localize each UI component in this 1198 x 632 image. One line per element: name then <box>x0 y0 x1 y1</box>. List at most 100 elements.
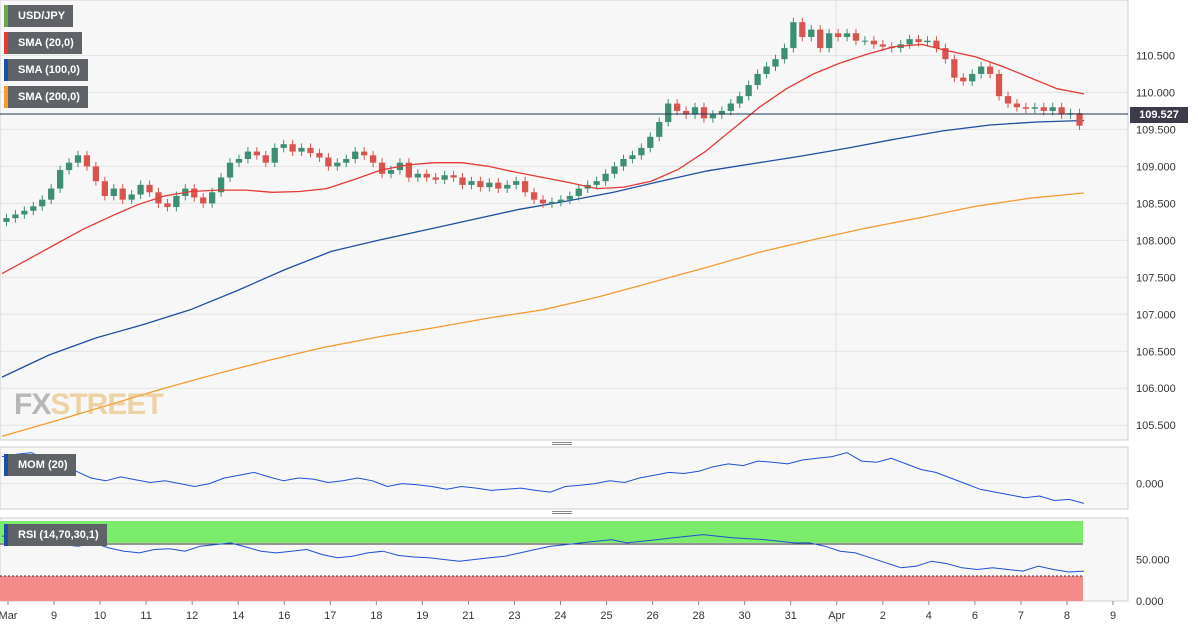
pane-splitter-2[interactable] <box>552 510 572 516</box>
time-tick-label: 7 <box>1018 610 1024 622</box>
time-tick-label: 8 <box>1064 610 1070 622</box>
time-tick-label: 18 <box>370 610 382 622</box>
candle-body <box>548 201 556 204</box>
candle-body <box>459 177 466 185</box>
candle-body <box>852 33 860 41</box>
candle-body <box>718 110 725 115</box>
candle-body <box>101 181 108 196</box>
candle-body <box>843 33 851 37</box>
price-tick-label: 107.500 <box>1136 272 1176 284</box>
candle-body <box>334 162 341 167</box>
time-tick-label: 30 <box>739 610 751 622</box>
sma200-line <box>1 192 1085 437</box>
legend-sma100[interactable]: SMA (100,0) <box>4 59 88 81</box>
candle-body <box>924 40 931 43</box>
legend-momentum-label: MOM (20) <box>18 459 68 471</box>
candle-body <box>369 155 377 163</box>
legend-momentum[interactable]: MOM (20) <box>4 454 76 476</box>
candle-body <box>763 66 770 74</box>
candle-body <box>539 199 547 204</box>
candle-body <box>1058 107 1065 115</box>
time-tick-label: 24 <box>554 610 566 622</box>
candle-body <box>235 158 243 163</box>
candle-body <box>468 181 475 185</box>
candle-body <box>343 158 350 163</box>
candle-body <box>1013 103 1021 108</box>
candle-body <box>861 40 869 42</box>
time-tick-label: Apr <box>828 610 845 622</box>
momentum-axis: 0.000 <box>1136 479 1164 491</box>
candle-body <box>56 170 64 189</box>
candle-body <box>781 48 788 60</box>
candle-body <box>682 110 690 115</box>
pane-splitter-1[interactable] <box>552 441 572 447</box>
candle-body <box>217 177 225 193</box>
candle-body <box>289 144 296 152</box>
candle-body <box>745 85 752 97</box>
candle-body <box>727 103 734 111</box>
candle-body <box>262 155 269 163</box>
legend-rsi[interactable]: RSI (14,70,30,1) <box>4 524 107 546</box>
price-grid <box>0 0 1128 440</box>
time-tick-label: 16 <box>278 610 290 622</box>
legend-sma20[interactable]: SMA (20,0) <box>4 32 82 54</box>
candle-body <box>1031 107 1038 109</box>
candle-body <box>39 199 46 207</box>
candle-body <box>826 33 833 49</box>
price-tick-label: 109.500 <box>1136 124 1176 136</box>
candle-body <box>691 107 699 115</box>
legend-sma200-label: SMA (200,0) <box>18 91 80 103</box>
price-tick-label: 110.000 <box>1136 87 1175 99</box>
candle-body <box>352 151 359 159</box>
price-tick-label: 108.000 <box>1136 235 1176 247</box>
legend-symbol[interactable]: USD/JPY <box>4 5 74 27</box>
time-tick-label: 17 <box>324 610 336 622</box>
candle-body <box>736 96 743 104</box>
price-axis: 105.500 106.000 106.500 107.000 107.500 108.0… <box>1136 50 1176 432</box>
candle-body <box>137 184 144 195</box>
rsi-layer <box>1 532 1085 573</box>
candle-body <box>521 181 529 193</box>
time-tick-label: 21 <box>462 610 474 622</box>
candle-body <box>83 155 91 167</box>
time-tick-label: 4 <box>926 610 932 622</box>
candle-body <box>656 122 663 137</box>
candle-body <box>674 103 681 111</box>
price-tick-label: 105.500 <box>1136 420 1176 432</box>
candle-body <box>995 73 1003 97</box>
rsi-oversold-zone <box>0 576 1083 601</box>
rsi-tick-label: 0.000 <box>1136 596 1164 608</box>
time-tick-label: 12 <box>186 610 198 622</box>
candle-body <box>513 181 520 185</box>
time-tick-label: 6 <box>972 610 978 622</box>
candle-body <box>3 218 10 222</box>
candle-body <box>405 162 412 178</box>
candle-body <box>557 199 565 202</box>
momentum-layer <box>0 452 1128 504</box>
time-tick-label: 9 <box>1110 610 1116 622</box>
candle-body <box>92 166 100 182</box>
time-tick-label: Mar <box>0 610 18 622</box>
candle-body <box>65 162 73 171</box>
candle-body <box>271 147 278 163</box>
legend-sma200[interactable]: SMA (200,0) <box>4 86 88 108</box>
last-price-badge: 109.527 <box>1130 107 1188 123</box>
candle-body <box>450 175 457 178</box>
candle-body <box>754 73 761 86</box>
time-tick-label: 11 <box>140 610 151 622</box>
candle-body <box>280 144 287 148</box>
candle-body <box>772 59 779 67</box>
candle-body <box>378 162 386 174</box>
candle-body <box>164 203 171 208</box>
legend-symbol-label: USD/JPY <box>18 10 66 22</box>
candle-body <box>12 214 19 219</box>
momentum-pane <box>0 446 1129 510</box>
candle-body <box>817 29 824 49</box>
candle-body <box>978 66 985 74</box>
candle-body <box>620 158 627 167</box>
price-pane <box>0 0 1129 441</box>
candle-body <box>638 147 645 156</box>
candle-body <box>209 192 216 204</box>
